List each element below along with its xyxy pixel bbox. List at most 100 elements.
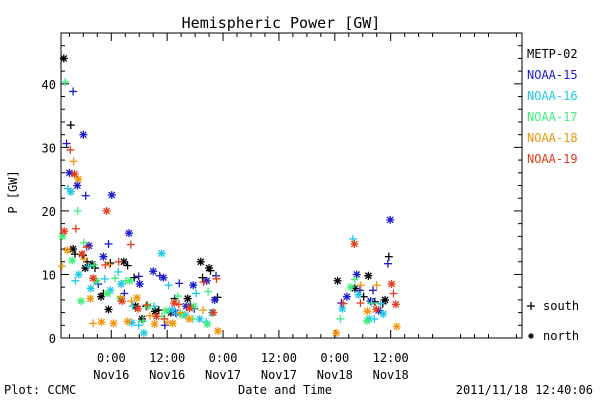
point-noaa-19-north: [391, 300, 400, 309]
point-noaa-19-south: [66, 145, 75, 154]
point-noaa-17-north: [144, 302, 153, 311]
point-noaa-15-south: [104, 239, 113, 248]
point-noaa-16-north: [379, 309, 388, 318]
point-noaa-19-south: [71, 224, 80, 233]
point-noaa-15-north: [202, 276, 211, 285]
point-noaa-15-north: [342, 292, 351, 301]
point-metp-02-north: [183, 294, 192, 303]
point-noaa-15-south: [134, 272, 143, 281]
point-noaa-19-north: [133, 304, 142, 313]
point-noaa-19-north: [209, 308, 218, 317]
x-tick-label-time: 0:00: [97, 351, 126, 365]
point-noaa-15-south: [175, 279, 184, 288]
legend-entry-noaa-17: NOAA-17: [527, 110, 578, 124]
point-metp-02-north: [381, 295, 390, 304]
point-noaa-16-north: [139, 328, 148, 337]
point-noaa-19-south: [114, 257, 123, 266]
x-axis-ticks: 0:00 Nov16 12:00 Nov16 0:00 Nov17 12:00 Nov17 0:…: [68, 33, 517, 382]
point-noaa-16-north: [117, 279, 126, 288]
point-noaa-18-south: [199, 306, 208, 315]
point-metp-02-south: [123, 261, 132, 270]
point-noaa-19-south: [339, 299, 348, 308]
legend-entry-noaa-16: NOAA-16: [527, 89, 578, 103]
point-noaa-16-north: [66, 187, 75, 196]
point-noaa-17-south: [61, 77, 70, 86]
point-noaa-18-north: [63, 246, 72, 255]
point-noaa-18-north: [97, 318, 106, 327]
x-tick-label-date: Nov18: [317, 368, 353, 382]
marker-legend-north: north: [543, 329, 579, 343]
point-metp-02-north: [69, 245, 78, 254]
point-metp-02-north: [333, 276, 342, 285]
point-noaa-17-north: [125, 276, 134, 285]
point-noaa-18-north: [363, 307, 372, 316]
point-noaa-15-south: [383, 259, 392, 268]
point-noaa-15-north: [386, 215, 395, 224]
point-noaa-19-north: [70, 170, 79, 179]
point-noaa-16-south: [114, 267, 123, 276]
x-tick-label-date: Nov17: [205, 368, 241, 382]
point-noaa-18-south: [127, 297, 136, 306]
legend-entry-noaa-19: NOAA-19: [527, 152, 578, 166]
y-tick-label: 0: [49, 332, 56, 346]
point-noaa-18-south: [89, 319, 98, 328]
point-noaa-17-south: [79, 238, 88, 247]
point-noaa-15-north: [366, 297, 375, 306]
point-metp-02-south: [384, 252, 393, 261]
marker-legend-plus-icon: [527, 302, 535, 310]
marker-legend-south: south: [543, 299, 579, 313]
point-noaa-19-south: [356, 299, 365, 308]
point-noaa-19-south: [212, 274, 221, 283]
point-noaa-16-north: [354, 290, 363, 299]
plot-frame: [60, 32, 523, 339]
point-noaa-15-south: [81, 191, 90, 200]
point-noaa-18-north: [150, 320, 159, 329]
point-noaa-16-south: [71, 276, 80, 285]
x-tick-label-date: Nov16: [149, 368, 185, 382]
point-metp-02-north: [104, 305, 113, 314]
point-noaa-15-north: [135, 279, 144, 288]
point-noaa-17-south: [173, 292, 182, 301]
point-noaa-15-north: [107, 191, 116, 200]
point-noaa-15-south: [69, 87, 78, 96]
point-metp-02-north: [196, 257, 205, 266]
point-metp-02-north: [205, 264, 214, 273]
point-noaa-15-south: [62, 139, 71, 148]
point-noaa-17-south: [204, 287, 213, 296]
point-noaa-17-south: [73, 206, 82, 215]
x-tick-label-time: 0:00: [320, 351, 349, 365]
point-noaa-15-north: [79, 130, 88, 139]
point-noaa-19-north: [152, 312, 161, 321]
chart-title: Hemispheric Power [GW]: [182, 14, 381, 32]
point-noaa-15-north: [159, 273, 168, 282]
point-noaa-17-north: [178, 310, 187, 319]
footer-timestamp: 2011/11/18 12:40:06: [456, 383, 593, 397]
point-noaa-16-south: [348, 234, 357, 243]
legend-entry-metp-02: METP-02: [527, 47, 578, 61]
y-tick-label: 40: [42, 78, 56, 92]
x-axis-label: Date and Time: [238, 383, 332, 397]
point-noaa-17-north: [103, 289, 112, 298]
y-tick-label: 20: [42, 205, 56, 219]
point-metp-02-south: [66, 121, 75, 130]
point-noaa-16-south: [376, 299, 385, 308]
point-noaa-15-north: [124, 229, 133, 238]
footer-source: Plot: CCMC: [4, 383, 76, 397]
point-noaa-18-north: [123, 317, 132, 326]
point-noaa-19-south: [160, 314, 169, 323]
point-noaa-15-north: [65, 168, 74, 177]
x-tick-label-date: Nov16: [93, 368, 129, 382]
y-tick-label: 30: [42, 141, 56, 155]
point-noaa-19-north: [89, 274, 98, 283]
marker-legend: south north: [527, 299, 579, 343]
point-noaa-16-north: [86, 284, 95, 293]
point-noaa-18-north: [332, 328, 341, 337]
point-noaa-18-south: [69, 157, 78, 166]
y-tick-label: 10: [42, 268, 56, 282]
legend-entry-noaa-18: NOAA-18: [527, 131, 578, 145]
point-noaa-17-north: [203, 320, 212, 329]
point-noaa-18-south: [356, 281, 365, 290]
data-markers: [57, 54, 401, 337]
point-noaa-18-north: [213, 327, 222, 336]
marker-legend-star-icon: [528, 333, 534, 339]
